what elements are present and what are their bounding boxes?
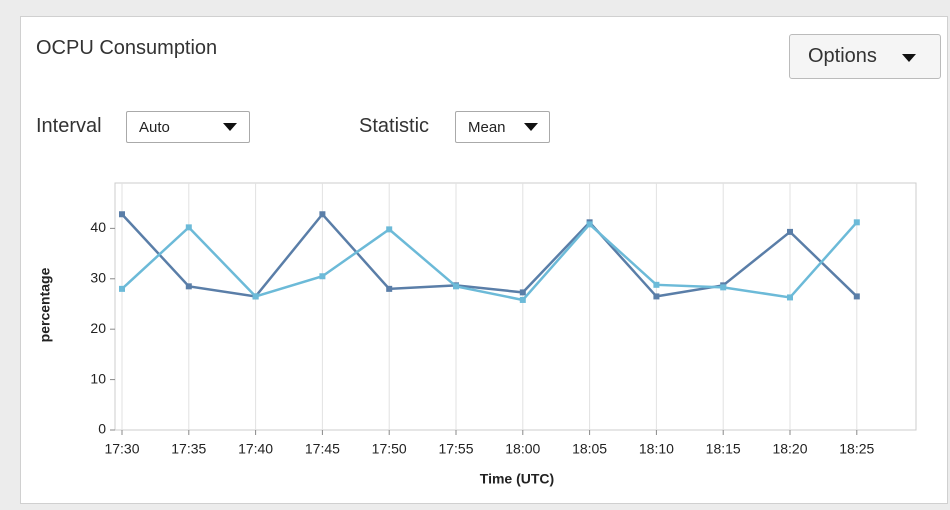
interval-value: Auto — [139, 119, 170, 136]
x-tick-label: 17:35 — [171, 441, 206, 457]
point — [586, 221, 593, 228]
x-tick-label: 18:05 — [572, 441, 607, 457]
point — [386, 285, 393, 292]
x-axis-title: Time (UTC) — [480, 471, 554, 487]
point — [653, 281, 660, 288]
statistic-label: Statistic — [359, 115, 430, 137]
x-tick-label: 17:50 — [372, 441, 407, 457]
point — [853, 293, 860, 300]
point — [185, 283, 192, 290]
y-tick-label: 0 — [98, 421, 106, 437]
caret — [524, 123, 538, 131]
y-tick-label: 20 — [90, 320, 106, 336]
title: OCPU Consumption — [36, 37, 218, 59]
x-tick-label: 18:15 — [706, 441, 741, 457]
x-tick-label: 18:10 — [639, 441, 674, 457]
point — [787, 294, 793, 301]
statistic-select[interactable]: Mean — [455, 111, 550, 143]
interval-select[interactable]: Auto — [126, 111, 250, 143]
x-tick-label: 17:45 — [305, 441, 340, 457]
options-label: Options — [808, 45, 877, 67]
point — [119, 211, 125, 218]
x-tick-label: 18:00 — [505, 441, 540, 457]
point — [519, 289, 526, 296]
x-tick-label: 17:30 — [104, 441, 139, 457]
options-button[interactable]: Options — [789, 34, 941, 79]
point — [853, 219, 860, 226]
point — [319, 211, 326, 218]
y-tick-label: 10 — [90, 370, 106, 386]
caret — [223, 123, 237, 131]
statistic-value: Mean — [468, 119, 506, 136]
x-tick-label: 18:25 — [839, 441, 874, 457]
point — [185, 224, 192, 231]
point — [653, 293, 660, 300]
x-tick-label: 17:55 — [438, 441, 473, 457]
y-tick-label: 30 — [90, 269, 106, 285]
point — [787, 228, 793, 235]
caret — [902, 54, 916, 62]
point — [319, 273, 326, 280]
series-line — [121, 221, 858, 302]
plot-frame — [114, 182, 917, 431]
y-axis-title: percentage — [37, 267, 53, 342]
series-line — [121, 212, 858, 298]
x-tick-label: 17:40 — [238, 441, 273, 457]
point — [119, 285, 125, 292]
x-tick-label: 18:20 — [772, 441, 807, 457]
point — [252, 293, 259, 300]
point — [386, 226, 393, 233]
point — [519, 296, 526, 303]
panel: OCPU Consumption Options Interval Auto S… — [20, 16, 948, 504]
interval-label: Interval — [36, 115, 102, 137]
point — [453, 283, 459, 290]
point — [720, 284, 727, 291]
y-tick-label: 40 — [90, 219, 106, 235]
